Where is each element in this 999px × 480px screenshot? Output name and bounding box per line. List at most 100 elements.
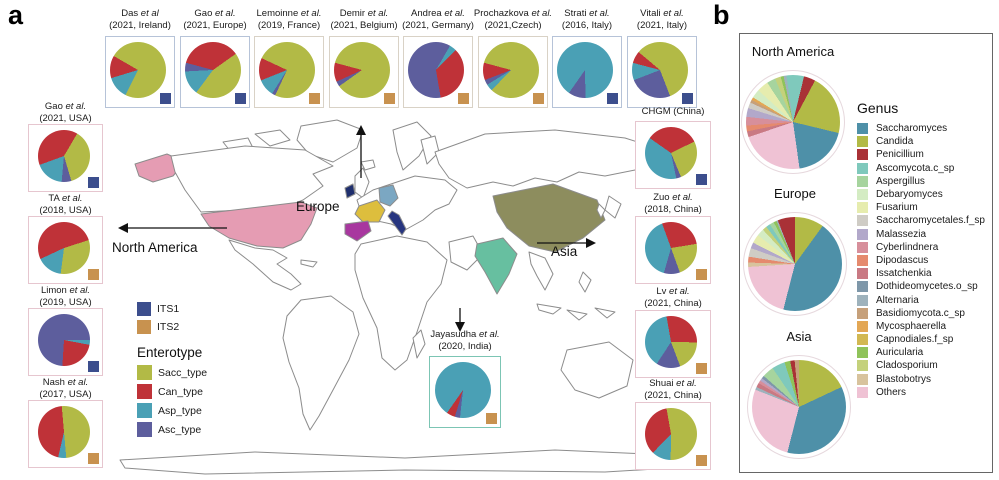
genus-swatch (857, 228, 868, 240)
se-asia (528, 251, 554, 291)
genus-label: Ascomycota.c_sp (876, 162, 955, 174)
genus-swatch (857, 373, 868, 385)
its-marker-its1-das (160, 93, 171, 104)
indonesia (566, 309, 588, 321)
country-greenland (296, 119, 364, 163)
study-label-andrea: Andrea et al. (2021, Germany) (402, 8, 474, 31)
genus-label: Cyberlindnera (876, 241, 939, 253)
study-label-prochazkova: Prochazkova et al. (2021,Czech) (473, 8, 553, 31)
country-iceland (360, 159, 376, 171)
pie-prochazkova (483, 42, 539, 98)
map-label-asia: Asia (551, 244, 578, 259)
genus-label: Blastobotrys (876, 373, 932, 385)
genus-label: Malassezia (876, 228, 927, 240)
pie-das (110, 42, 166, 98)
pie-europe_region (748, 217, 842, 311)
its-marker-its1-strati (607, 93, 618, 104)
its-marker-its2-ta (88, 269, 99, 280)
genus-row-malassezia: Malassezia (857, 228, 993, 241)
genus-swatch (857, 215, 868, 227)
genus-row-others: Others (857, 386, 993, 399)
genus-row-ascomycota-c-sp: Ascomycota.c_sp (857, 162, 993, 175)
study-box-limon (28, 308, 103, 376)
genus-swatch (857, 162, 868, 174)
study-label-strati: Strati et al. (2016, Italy) (561, 8, 613, 31)
philippines (578, 271, 592, 293)
enterotype-sacc_type: Sacc_type (137, 365, 207, 380)
its-legend-its1: ITS1 (137, 302, 179, 316)
genus-swatch (857, 281, 868, 293)
pie-zuo (645, 222, 697, 274)
genus-swatch (857, 123, 868, 135)
genus-label: Debaryomyces (876, 189, 943, 201)
genus-row-candida: Candida (857, 135, 993, 148)
panel-b-letter: b (713, 0, 730, 30)
study-label-lv: Lv et al. (2021, China) (644, 286, 702, 309)
genus-swatch (857, 360, 868, 372)
country-italy (387, 210, 407, 236)
study-box-gao_eu (180, 36, 250, 108)
study-box-shuai (635, 402, 711, 470)
study-label-ta: TA et al. (2018, USA) (39, 193, 92, 216)
study-label-nash: Nash et al. (2017, USA) (39, 377, 92, 400)
study-box-strati (552, 36, 622, 108)
study-label-demir: Demir et al. (2021, Belgium) (330, 8, 398, 31)
pie-strati (557, 42, 613, 98)
its-legend-its1-swatch (137, 302, 151, 316)
genus-swatch (857, 189, 868, 201)
its-legend: ITS1 ITS2 (137, 302, 179, 338)
map-label-north-america: North America (112, 240, 198, 255)
pie-vitali (632, 42, 688, 98)
study-box-chgm (635, 121, 711, 189)
enterotype-legend: Enterotype Sacc_type Can_type Asp_type Asc_… (137, 345, 207, 441)
its-legend-its2: ITS2 (137, 320, 179, 334)
genus-label: Others (876, 386, 907, 398)
genus-row-debaryomyces: Debaryomyces (857, 188, 993, 201)
study-box-vitali (627, 36, 697, 108)
genus-label: Candida (876, 136, 914, 148)
genus-label: Dipodascus (876, 254, 929, 266)
genus-row-aspergillus: Aspergillus (857, 175, 993, 188)
genus-label: Capnodiales.f_sp (876, 334, 954, 346)
country-germany (378, 184, 399, 207)
genus-row-basidiomycota-c-sp: Basidiomycota.c_sp (857, 307, 993, 320)
genus-label: Cladosporium (876, 360, 938, 372)
japan (604, 195, 622, 219)
its-marker-its1-gao_usa (88, 177, 99, 188)
region-title-na_region: North America (751, 44, 835, 59)
its-legend-its2-label: ITS2 (157, 321, 180, 333)
enterotype-sacc_type-swatch (137, 365, 152, 380)
its-marker-its1-limon (88, 361, 99, 372)
pie-chgm (645, 127, 697, 179)
country-china (492, 183, 606, 253)
pie-limon (37, 314, 90, 366)
pie-shuai (645, 408, 697, 460)
study-label-limon: Limon et al. (2019, USA) (39, 285, 92, 308)
russia (434, 129, 694, 189)
australia (560, 341, 634, 399)
study-box-prochazkova (478, 36, 548, 108)
its-marker-its1-vitali (682, 93, 693, 104)
study-box-lemoinne (254, 36, 324, 108)
genus-label: Fusarium (876, 202, 918, 214)
its-marker-its2-nash (88, 453, 99, 464)
genus-label: Alternaria (876, 294, 919, 306)
its-marker-its2-zuo (696, 269, 707, 280)
pie-lemoinne (259, 42, 315, 98)
country-spain (344, 220, 372, 242)
its-marker-its1-gao_eu (235, 93, 246, 104)
its-marker-its2-demir (384, 93, 395, 104)
genus-swatch (857, 254, 868, 266)
enterotype-asp_type-swatch (137, 403, 152, 418)
genus-swatch (857, 175, 868, 187)
africa (354, 235, 448, 371)
its-marker-its2-lv (696, 363, 707, 374)
south-america (282, 295, 360, 431)
indonesia (536, 303, 562, 315)
arabia (448, 235, 484, 271)
pie-andrea (408, 42, 464, 98)
genus-row-cyberlindnera: Cyberlindnera (857, 241, 993, 254)
country-france (354, 199, 386, 223)
genus-label: Basidiomycota.c_sp (876, 307, 965, 319)
genus-row-issatchenkia: Issatchenkia (857, 267, 993, 280)
